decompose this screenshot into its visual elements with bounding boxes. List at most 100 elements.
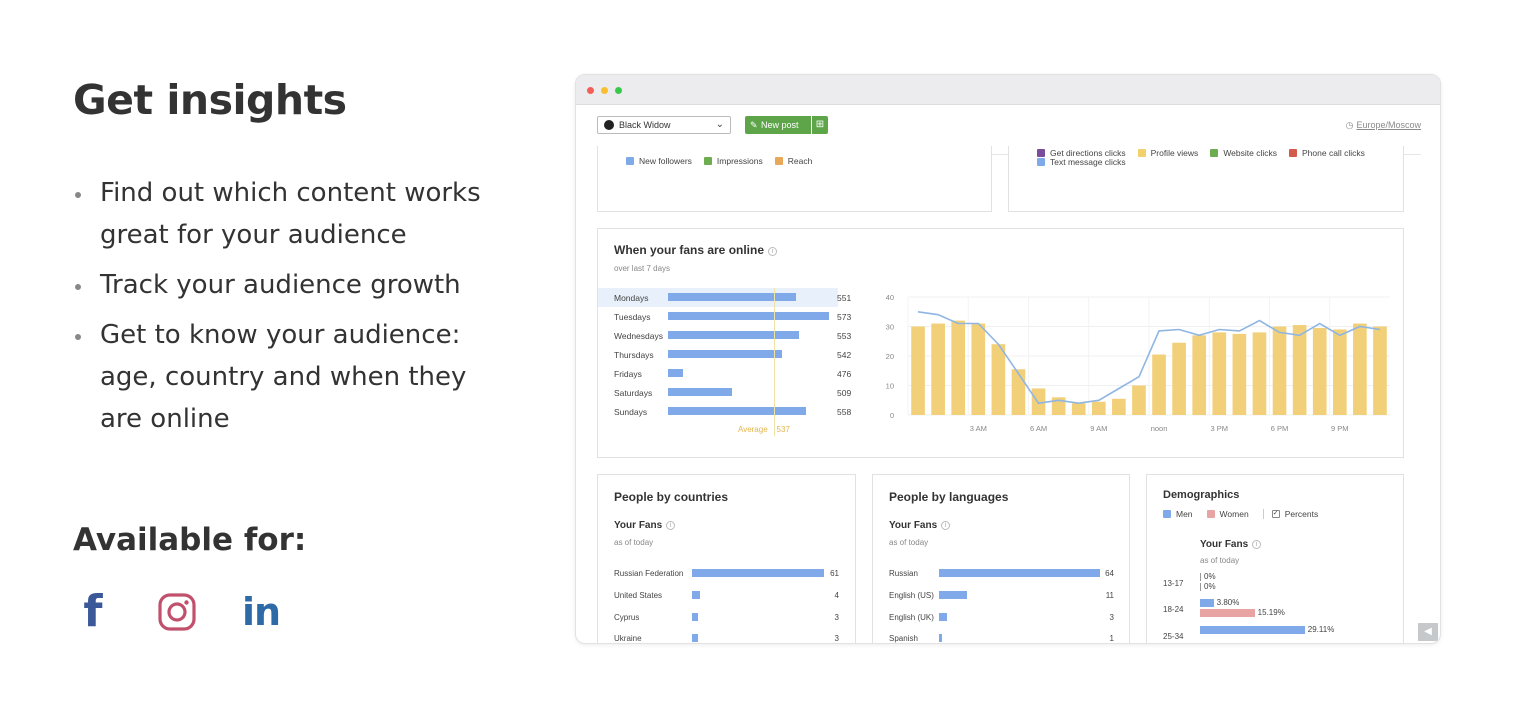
clock-icon: ◷ — [1345, 120, 1354, 130]
fans-online-subtitle: over last 7 days — [614, 264, 671, 273]
info-icon[interactable]: i — [768, 247, 778, 256]
minimize-window-dot[interactable] — [601, 87, 608, 94]
languages-title: People by languages — [889, 490, 1009, 504]
legend-phone-call[interactable]: Phone call clicks — [1289, 148, 1365, 158]
day-row[interactable]: Wednesdays 553 — [598, 326, 851, 345]
day-name: Wednesdays — [614, 331, 663, 341]
feedback-button[interactable]: ◀ — [1418, 623, 1438, 641]
engagement-card: New followers Impressions Reach — [597, 146, 992, 212]
day-row[interactable]: Mondays 551 — [598, 288, 851, 307]
fans-online-card: When your fans are online i over last 7 d… — [597, 228, 1404, 458]
day-row[interactable]: Tuesdays 573 — [598, 307, 851, 326]
y-tick-label: 10 — [886, 382, 894, 391]
hour-bar — [1373, 326, 1387, 415]
day-row[interactable]: Thursdays 542 — [598, 345, 851, 364]
hour-bar — [1091, 401, 1106, 415]
close-window-dot[interactable] — [587, 87, 594, 94]
feature-text: Track your audience growth — [100, 270, 461, 300]
demographics-card: Demographics Men Women ✓ Percents Your Fa… — [1146, 474, 1404, 643]
hour-bar — [1272, 326, 1287, 415]
bullet-dot — [75, 192, 81, 198]
info-icon[interactable]: i — [1252, 540, 1262, 549]
women-percent: 15.19% — [1257, 608, 1285, 617]
day-value: 542 — [837, 350, 852, 360]
language-name: Spanish — [889, 634, 918, 643]
hour-bar — [1011, 369, 1026, 415]
maximize-window-dot[interactable] — [615, 87, 622, 94]
country-name: United States — [614, 591, 663, 600]
legend-website-clicks[interactable]: Website clicks — [1210, 148, 1277, 158]
legend-get-directions[interactable]: Get directions clicks — [1037, 148, 1126, 158]
legend-label: Women — [1219, 509, 1249, 519]
day-bar — [668, 350, 782, 358]
legend-text-message[interactable]: Text message clicks — [1037, 157, 1126, 167]
linkedin-icon[interactable]: in — [241, 590, 281, 634]
language-name: Russian — [889, 569, 918, 578]
checkbox-icon — [1037, 149, 1045, 157]
x-tick-label: 9 PM — [1331, 424, 1349, 433]
language-value: 3 — [1109, 613, 1114, 622]
age-label: 18-24 — [1163, 605, 1184, 614]
info-icon[interactable]: i — [666, 521, 676, 530]
legend-reach[interactable]: Reach — [774, 156, 813, 166]
age-label: 13-17 — [1163, 579, 1184, 588]
checkbox-icon — [703, 157, 712, 165]
pencil-icon: ✎ — [750, 120, 758, 130]
countries-fans-label: Your Fans i — [614, 520, 676, 531]
x-tick-label: 6 AM — [1030, 424, 1047, 433]
feature-list: Find out which content works great for y… — [73, 172, 493, 440]
country-name: Cyprus — [614, 613, 640, 622]
hour-bar — [1232, 333, 1247, 415]
actions-legend: Get directions clicks Profile views Webs… — [1037, 148, 1397, 167]
timezone-link[interactable]: ◷ Europe/Moscow — [1346, 120, 1421, 131]
hour-bar — [1071, 403, 1086, 415]
legend-label: Reach — [787, 156, 813, 166]
x-tick-label: 6 PM — [1271, 424, 1289, 433]
day-row[interactable]: Saturdays 509 — [598, 383, 851, 402]
account-select[interactable]: Black Widow ⌄ — [597, 116, 731, 134]
info-icon[interactable]: i — [941, 521, 951, 530]
legend-profile-views[interactable]: Profile views — [1137, 148, 1198, 158]
hour-bar — [1051, 397, 1066, 415]
checkbox-icon — [774, 157, 783, 165]
legend-men[interactable]: Men — [1163, 509, 1193, 519]
app-content: Black Widow ⌄ ✎ New post ⊞ ◷ Europe/Mosco… — [576, 106, 1440, 643]
day-name: Tuesdays — [614, 312, 651, 322]
men-bar — [1200, 599, 1214, 607]
new-post-options-button[interactable]: ⊞ — [812, 116, 828, 134]
day-row[interactable]: Sundays 558 — [598, 402, 851, 421]
day-bar — [668, 407, 806, 415]
hour-bar — [991, 344, 1006, 415]
facebook-icon[interactable]: f — [83, 586, 103, 637]
day-row[interactable]: Fridays 476 — [598, 364, 851, 383]
legend-impressions[interactable]: Impressions — [703, 156, 763, 166]
social-networks: f in — [73, 586, 325, 637]
language-bar — [939, 591, 967, 599]
percents-toggle[interactable]: ✓ Percents — [1271, 509, 1318, 519]
instagram-icon[interactable] — [157, 590, 197, 634]
feature-text: Get to know your audience: age, country … — [100, 320, 467, 434]
checkbox-icon — [1163, 510, 1171, 518]
day-bar — [668, 369, 683, 377]
new-post-button[interactable]: ✎ New post — [745, 116, 811, 134]
countries-card: People by countries Your Fans i as of tod… — [597, 474, 856, 643]
fans-label-text: Your Fans — [614, 520, 663, 531]
day-value: 558 — [837, 407, 852, 417]
x-tick-label: 9 AM — [1090, 424, 1107, 433]
megaphone-icon: ◀ — [1424, 626, 1432, 637]
account-name: Black Widow — [619, 120, 671, 130]
legend-women[interactable]: Women — [1206, 509, 1249, 519]
language-row: English (US) 11 — [889, 588, 1119, 602]
language-value: 1 — [1109, 634, 1114, 643]
average-text: Average — [738, 425, 768, 434]
x-tick-label: 3 AM — [970, 424, 987, 433]
app-window: Black Widow ⌄ ✎ New post ⊞ ◷ Europe/Mosco… — [575, 74, 1441, 644]
fans-label-text: Your Fans — [1200, 539, 1249, 550]
demographics-legend: Men Women ✓ Percents — [1163, 509, 1332, 519]
avatar — [604, 120, 614, 130]
hour-bar — [1172, 342, 1186, 415]
legend-new-followers[interactable]: New followers — [626, 156, 692, 166]
day-value: 553 — [837, 331, 852, 341]
day-value: 551 — [837, 293, 852, 303]
demographics-fans-label: Your Fans i — [1200, 539, 1262, 550]
